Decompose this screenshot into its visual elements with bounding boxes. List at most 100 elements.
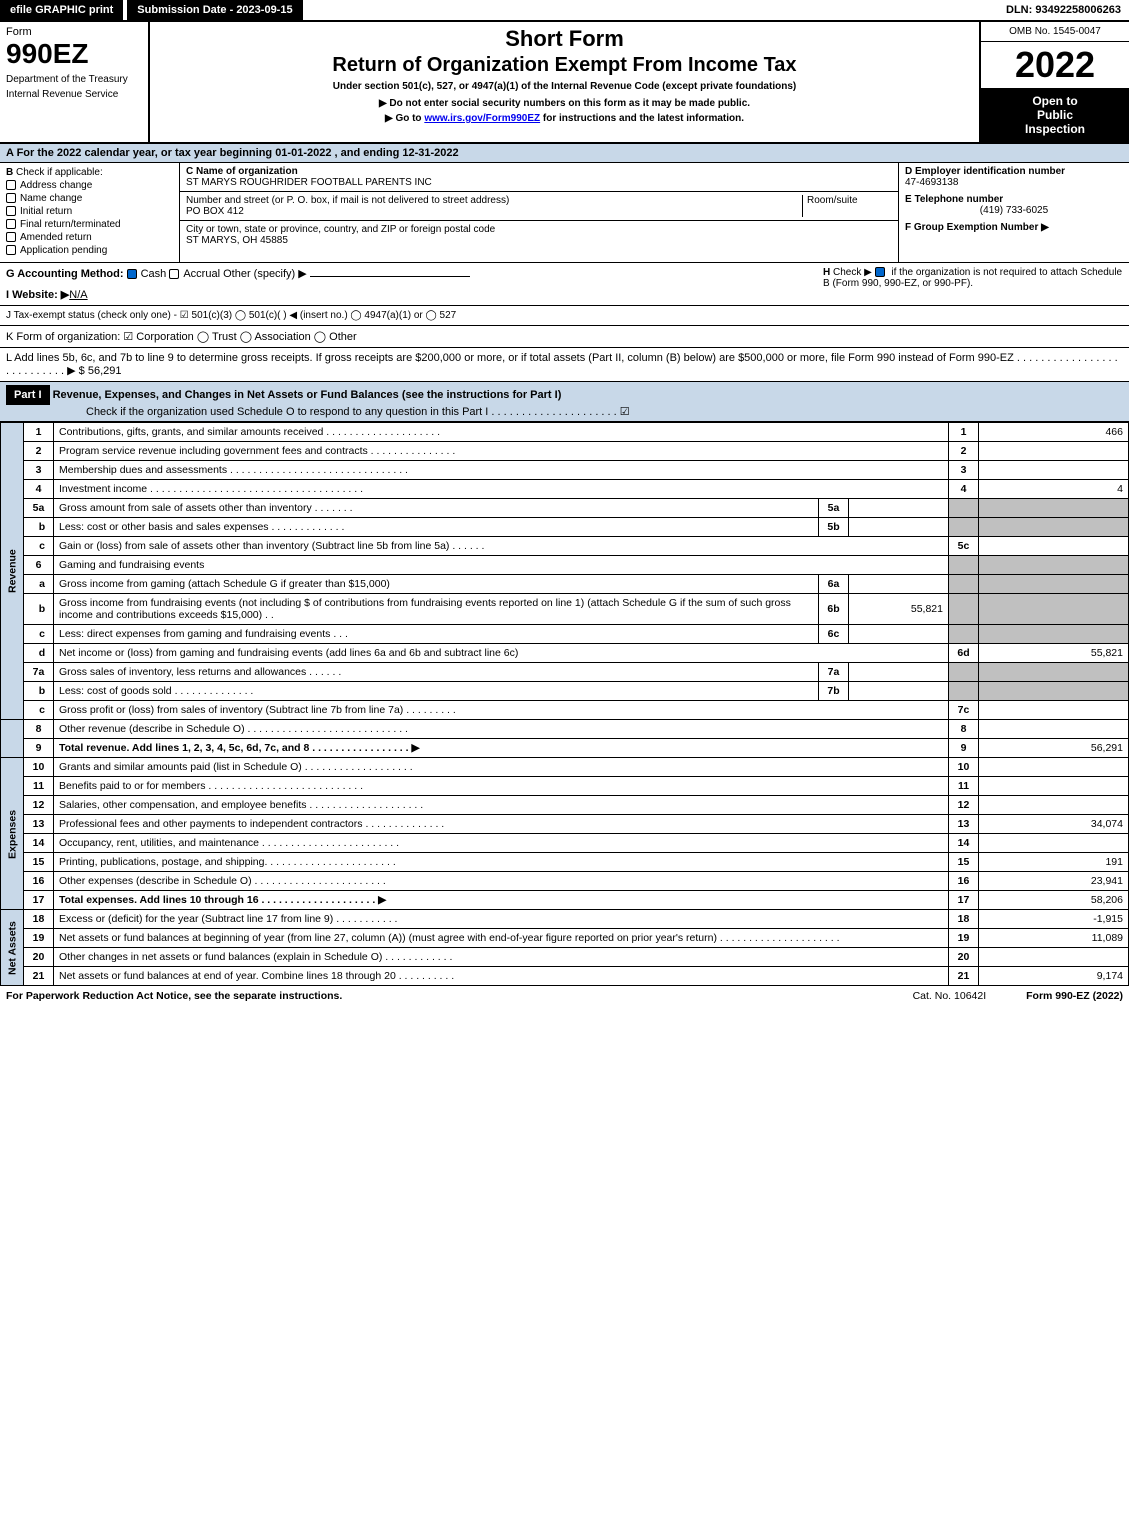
omb-number: OMB No. 1545-0047 xyxy=(981,22,1129,42)
city-label: City or town, state or province, country… xyxy=(186,224,495,235)
l6b-shade2 xyxy=(979,594,1129,625)
l21-d: Net assets or fund balances at end of ye… xyxy=(54,967,949,986)
street: PO BOX 412 xyxy=(186,206,244,217)
checkbox-accrual[interactable] xyxy=(169,269,179,279)
under-section: Under section 501(c), 527, or 4947(a)(1)… xyxy=(154,81,975,92)
row-g: G Accounting Method: Cash Accrual Other … xyxy=(0,263,1129,306)
dln-number: DLN: 93492258006263 xyxy=(998,0,1129,20)
part-1-check: Check if the organization used Schedule … xyxy=(6,405,1123,418)
l-text: L Add lines 5b, 6c, and 7b to line 9 to … xyxy=(6,352,1118,377)
l6a-n: a xyxy=(24,575,54,594)
l6a-shade xyxy=(949,575,979,594)
l1-rn: 1 xyxy=(949,423,979,442)
l2-d: Program service revenue including govern… xyxy=(54,442,949,461)
checkbox-name[interactable] xyxy=(6,193,16,203)
l6-d: Gaming and fundraising events xyxy=(54,556,949,575)
l7a-n: 7a xyxy=(24,663,54,682)
l15-d: Printing, publications, postage, and shi… xyxy=(54,853,949,872)
checkbox-pending[interactable] xyxy=(6,245,16,255)
efile-print-button[interactable]: efile GRAPHIC print xyxy=(0,0,123,20)
l13-d: Professional fees and other payments to … xyxy=(54,815,949,834)
header-right: OMB No. 1545-0047 2022 Open to Public In… xyxy=(979,22,1129,142)
checkbox-address[interactable] xyxy=(6,180,16,190)
inspect-2: Public xyxy=(987,108,1123,122)
l21-rn: 21 xyxy=(949,967,979,986)
l6b-d: Gross income from fundraising events (no… xyxy=(54,594,819,625)
l8-rn: 8 xyxy=(949,720,979,739)
l16-v: 23,941 xyxy=(979,872,1129,891)
l17-rn: 17 xyxy=(949,891,979,910)
l19-v: 11,089 xyxy=(979,929,1129,948)
l20-d: Other changes in net assets or fund bala… xyxy=(54,948,949,967)
l9-v: 56,291 xyxy=(979,739,1129,758)
l2-n: 2 xyxy=(24,442,54,461)
l15-v: 191 xyxy=(979,853,1129,872)
l7c-rn: 7c xyxy=(949,701,979,720)
l7b-d: Less: cost of goods sold . . . . . . . .… xyxy=(54,682,819,701)
l7c-v xyxy=(979,701,1129,720)
other-input[interactable] xyxy=(310,276,470,277)
l5c-d: Gain or (loss) from sale of assets other… xyxy=(54,537,949,556)
top-bar: efile GRAPHIC print Submission Date - 20… xyxy=(0,0,1129,22)
l1-n: 1 xyxy=(24,423,54,442)
l5a-mv xyxy=(849,499,949,518)
goto-link[interactable]: www.irs.gov/Form990EZ xyxy=(424,113,540,124)
telephone: (419) 733-6025 xyxy=(905,205,1123,216)
revenue-table: Revenue 1Contributions, gifts, grants, a… xyxy=(0,422,1129,986)
l6a-shade2 xyxy=(979,575,1129,594)
footer-mid: Cat. No. 10642I xyxy=(913,990,987,1002)
l7b-mv xyxy=(849,682,949,701)
l9-d: Total revenue. Add lines 1, 2, 3, 4, 5c,… xyxy=(54,739,949,758)
checkbox-h[interactable] xyxy=(875,267,885,277)
checkbox-final[interactable] xyxy=(6,219,16,229)
form-label: Form xyxy=(6,26,142,38)
l5b-mn: 5b xyxy=(819,518,849,537)
l14-rn: 14 xyxy=(949,834,979,853)
l7a-shade xyxy=(949,663,979,682)
tel-label: E Telephone number xyxy=(905,194,1003,205)
l10-rn: 10 xyxy=(949,758,979,777)
l21-v: 9,174 xyxy=(979,967,1129,986)
checkbox-initial[interactable] xyxy=(6,206,16,216)
l10-n: 10 xyxy=(24,758,54,777)
l5b-n: b xyxy=(24,518,54,537)
l21-n: 21 xyxy=(24,967,54,986)
part-1-title: Revenue, Expenses, and Changes in Net As… xyxy=(53,389,562,401)
l13-rn: 13 xyxy=(949,815,979,834)
l20-n: 20 xyxy=(24,948,54,967)
l5b-mv xyxy=(849,518,949,537)
l18-n: 18 xyxy=(24,910,54,929)
l6a-d: Gross income from gaming (attach Schedul… xyxy=(54,575,819,594)
l1-d: Contributions, gifts, grants, and simila… xyxy=(54,423,949,442)
inspect-1: Open to xyxy=(987,94,1123,108)
ein-label: D Employer identification number xyxy=(905,166,1065,177)
l17-n: 17 xyxy=(24,891,54,910)
l6c-shade2 xyxy=(979,625,1129,644)
checkbox-amended[interactable] xyxy=(6,232,16,242)
l6d-v: 55,821 xyxy=(979,644,1129,663)
l6d-rn: 6d xyxy=(949,644,979,663)
footer: For Paperwork Reduction Act Notice, see … xyxy=(0,986,1129,1006)
check-if-label: Check if applicable: xyxy=(16,167,103,178)
l13-n: 13 xyxy=(24,815,54,834)
tax-year: 2022 xyxy=(981,42,1129,88)
l6b-n: b xyxy=(24,594,54,625)
l19-n: 19 xyxy=(24,929,54,948)
row-j: J Tax-exempt status (check only one) - ☑… xyxy=(0,306,1129,326)
l14-d: Occupancy, rent, utilities, and maintena… xyxy=(54,834,949,853)
l5a-shade2 xyxy=(979,499,1129,518)
form-number: 990EZ xyxy=(6,38,142,70)
l18-d: Excess or (deficit) for the year (Subtra… xyxy=(54,910,949,929)
l5c-v xyxy=(979,537,1129,556)
l6b-shade xyxy=(949,594,979,625)
l6a-mv xyxy=(849,575,949,594)
l4-rn: 4 xyxy=(949,480,979,499)
checkbox-cash[interactable] xyxy=(127,269,137,279)
side-revenue: Revenue xyxy=(1,423,24,720)
l6b-mv: 55,821 xyxy=(849,594,949,625)
l14-n: 14 xyxy=(24,834,54,853)
short-form-title: Short Form xyxy=(154,26,975,52)
return-title: Return of Organization Exempt From Incom… xyxy=(154,54,975,77)
l13-v: 34,074 xyxy=(979,815,1129,834)
part-1-header: Part I Revenue, Expenses, and Changes in… xyxy=(0,382,1129,422)
